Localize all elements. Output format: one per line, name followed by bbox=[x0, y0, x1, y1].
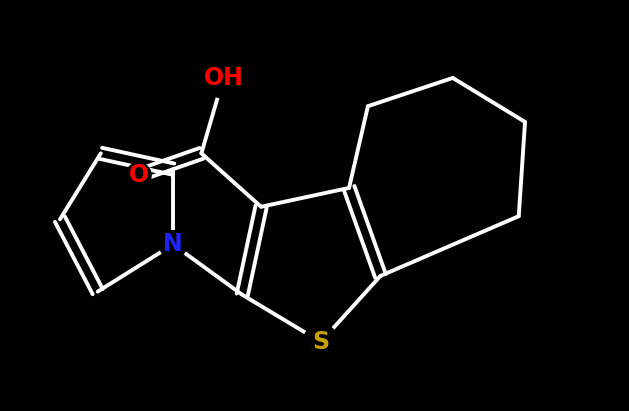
Text: N: N bbox=[164, 233, 183, 256]
Text: O: O bbox=[128, 163, 148, 187]
Circle shape bbox=[126, 163, 151, 188]
Text: OH: OH bbox=[203, 66, 243, 90]
Text: S: S bbox=[312, 330, 330, 354]
Circle shape bbox=[303, 324, 338, 360]
Circle shape bbox=[159, 231, 187, 258]
Circle shape bbox=[203, 58, 243, 98]
